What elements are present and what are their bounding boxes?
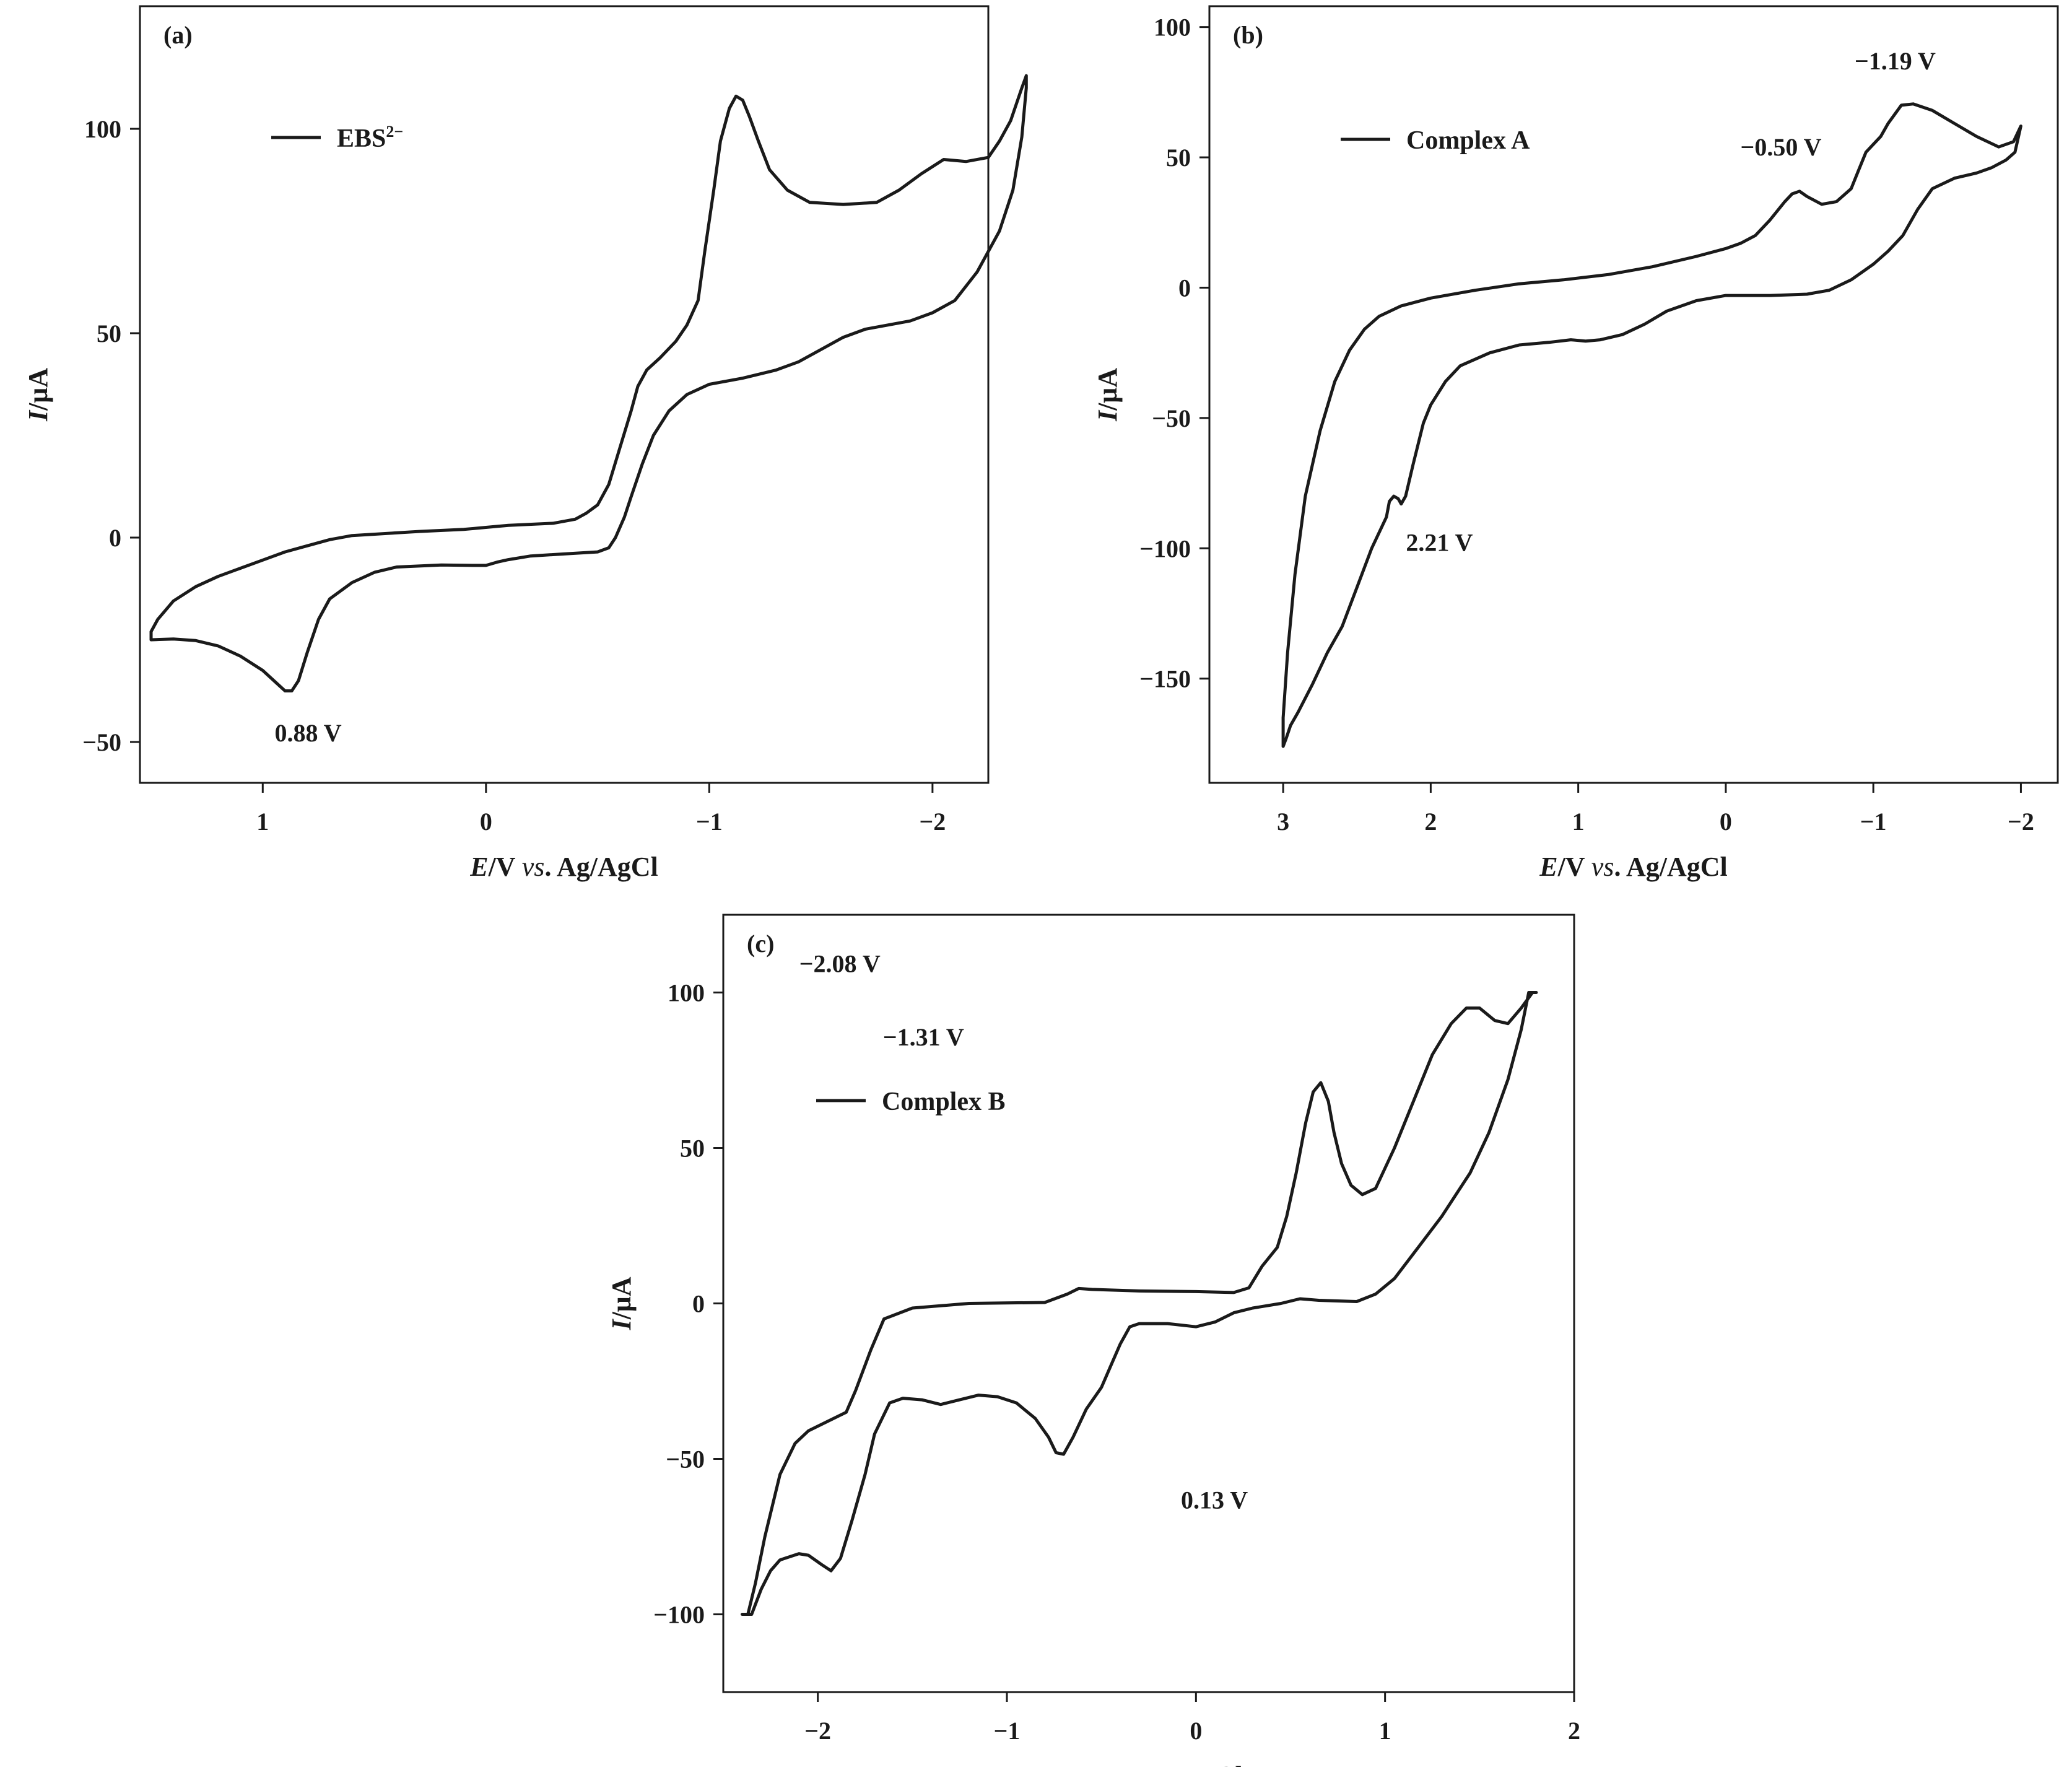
- legend-name: Complex B: [882, 1088, 1006, 1116]
- peak-annotation: −1.19 V: [1855, 47, 1936, 75]
- peak-annotation: 2.21 V: [1406, 529, 1473, 557]
- y-tick-label: −150: [1139, 665, 1191, 693]
- y-tick-label: 100: [84, 115, 121, 143]
- cv-curve-a: [149, 74, 1028, 692]
- y-axis-title-symbol: I: [606, 1319, 637, 1331]
- y-tick-label: −100: [653, 1601, 705, 1629]
- y-axis-title-unit: /μA: [1092, 368, 1123, 411]
- y-tick-label: −50: [1152, 404, 1191, 432]
- x-tick-label: 1: [1572, 808, 1585, 836]
- peak-annotation: 0.13 V: [1181, 1486, 1248, 1514]
- y-tick-label: 0: [692, 1290, 705, 1318]
- x-tick-label: 0: [480, 808, 492, 836]
- x-axis-title-vs: vs: [522, 852, 545, 882]
- x-axis-title-reference: . Ag/AgCl: [1129, 1761, 1242, 1767]
- x-axis-title-vs: vs: [1107, 1761, 1130, 1767]
- legend-name: Complex A: [1406, 126, 1530, 155]
- y-tick-label: −50: [82, 728, 121, 756]
- plot-frame: [1208, 5, 2059, 784]
- y-tick-label: 50: [680, 1135, 705, 1163]
- legend-label: Complex B: [882, 1088, 1006, 1116]
- y-tick-label: 50: [1166, 144, 1191, 172]
- y-tick-label: 0: [1178, 274, 1191, 302]
- y-tick-label: −100: [1139, 534, 1191, 562]
- legend-label: Complex A: [1406, 126, 1530, 155]
- x-tick-label: 3: [1277, 808, 1289, 836]
- x-axis-title-unit: /V: [1073, 1761, 1107, 1767]
- x-tick-label: 2: [1424, 808, 1437, 836]
- x-tick-label: −2: [2008, 808, 2034, 836]
- x-axis-title: E/V vs. Ag/AgCl: [1054, 1761, 1243, 1767]
- x-axis-title-symbol: E: [1539, 852, 1557, 882]
- peak-annotation: −0.50 V: [1741, 133, 1822, 161]
- panel-b: (b) 3 2 1 0 −1 −2 −150 −100 −50 0 50 100 E/V vs. Ag/A…: [1092, 5, 2059, 882]
- legend-name: EBS: [337, 124, 386, 153]
- legend-label: EBS2−: [337, 123, 403, 153]
- y-axis-title: I/μA: [23, 368, 53, 422]
- y-axis-title-unit: /μA: [23, 368, 53, 411]
- x-axis-title-reference: . Ag/AgCl: [544, 852, 658, 882]
- x-tick-label: −1: [994, 1717, 1021, 1745]
- y-axis-title: I/μA: [1092, 368, 1123, 422]
- y-tick-label: 50: [97, 320, 121, 347]
- y-axis-title: I/μA: [606, 1276, 637, 1330]
- panel-label: (c): [747, 930, 774, 958]
- x-axis-title-vs: vs: [1591, 852, 1614, 882]
- panel-label: (a): [163, 21, 193, 49]
- peak-annotation: −1.31 V: [883, 1023, 964, 1051]
- legend-superscript: 2−: [386, 123, 403, 141]
- y-tick-label: −50: [666, 1446, 705, 1473]
- y-axis-title-unit: /μA: [606, 1276, 637, 1320]
- peak-annotation: −2.08 V: [799, 950, 881, 978]
- plot-frame: [139, 5, 990, 784]
- y-axis-title-symbol: I: [1092, 409, 1123, 422]
- x-tick-label: 0: [1190, 1717, 1202, 1745]
- y-axis-title-symbol: I: [23, 409, 53, 422]
- x-tick-label: 2: [1568, 1717, 1580, 1745]
- x-axis-title-unit: /V: [1557, 852, 1591, 882]
- x-axis-title: E/V vs. Ag/AgCl: [1539, 852, 1728, 882]
- x-tick-label: −1: [1860, 808, 1887, 836]
- cv-curve-c: [741, 991, 1538, 1616]
- y-tick-label: 100: [668, 979, 705, 1007]
- x-tick-label: 1: [1379, 1717, 1391, 1745]
- x-tick-label: −1: [696, 808, 723, 836]
- x-axis-title-reference: . Ag/AgCl: [1614, 852, 1727, 882]
- x-axis-title: E/V vs. Ag/AgCl: [469, 852, 658, 882]
- x-tick-label: −2: [919, 808, 946, 836]
- x-axis-title-symbol: E: [469, 852, 488, 882]
- panel-label: (b): [1233, 21, 1263, 49]
- x-tick-label: 0: [1720, 808, 1732, 836]
- x-tick-label: 1: [256, 808, 269, 836]
- y-tick-label: 0: [109, 524, 121, 552]
- x-tick-label: −2: [804, 1717, 831, 1745]
- x-axis-title-symbol: E: [1054, 1761, 1073, 1767]
- peak-annotation: 0.88 V: [274, 719, 341, 747]
- panel-a: (a) 1 0 −1 −2 −50 0 50 100 E/V vs. Ag/AgCl I/μA EBS…: [23, 5, 1028, 882]
- y-tick-label: 100: [1154, 14, 1191, 41]
- cv-curve-b: [1281, 102, 2022, 748]
- x-axis-title-unit: /V: [488, 852, 522, 882]
